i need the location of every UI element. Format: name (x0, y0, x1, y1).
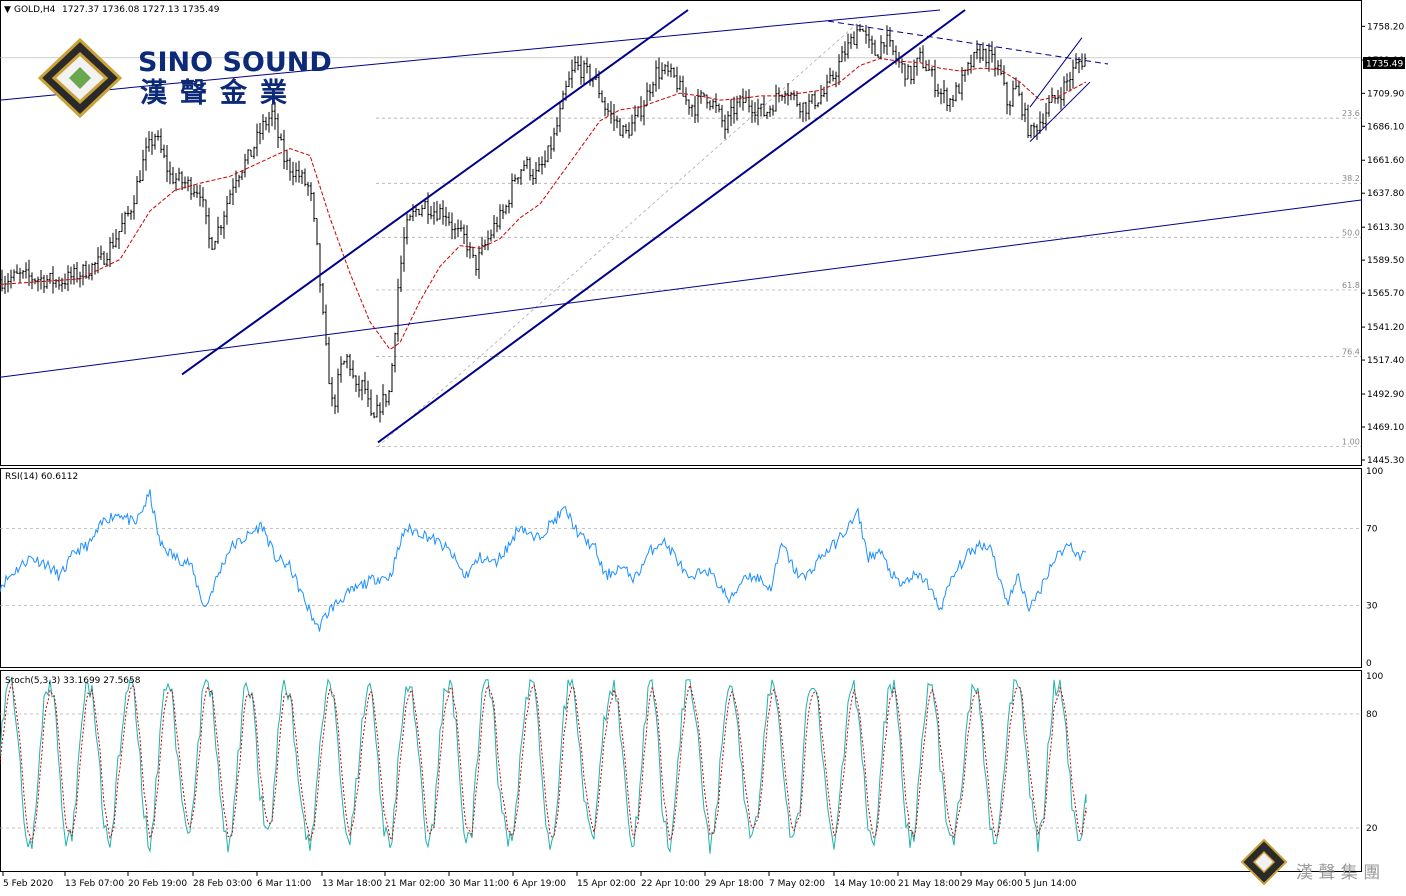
fib-level-label: 61.8 (1342, 281, 1360, 290)
fib-level-label: 23.6 (1342, 109, 1360, 118)
price-axis-label: 1758.20 (1367, 22, 1404, 32)
time-axis-label: 7 May 02:00 (769, 879, 825, 889)
logo-name-cn: 漢聲金業 (140, 77, 300, 109)
rsi-indicator: 100 70 30 0 (0, 467, 1383, 669)
stoch-axis-label: 100 (1366, 672, 1383, 682)
sino-sound-logo: SINO SOUND 漢聲金業 (37, 37, 332, 119)
price-axis-label: 1492.90 (1367, 390, 1404, 400)
trend-line-long-lower (0, 199, 1363, 378)
stoch-title: Stoch(5,3,3) 33.1699 27.5658 (5, 676, 141, 686)
price-axis-label: 1541.20 (1367, 323, 1404, 333)
current-price-label: 1735.49 (1366, 60, 1403, 70)
time-axis-label: 6 Apr 19:00 (513, 879, 566, 889)
trend-line-channel-lower (377, 9, 966, 444)
price-axis-label: 1565.70 (1367, 289, 1404, 299)
time-axis-label: 6 Mar 11:00 (257, 879, 312, 889)
price-axis-label: 1637.80 (1367, 189, 1404, 199)
price-axis-label: 1661.60 (1367, 156, 1404, 166)
stoch-axis-label: 80 (1366, 710, 1378, 720)
rsi-line (0, 489, 1087, 632)
time-axis-label: 13 Mar 18:00 (322, 879, 382, 889)
stoch-signal-line (0, 682, 1087, 843)
logo-name-en: SINO SOUND (138, 47, 332, 78)
time-axis-label: 14 May 10:00 (834, 879, 896, 889)
trend-line-long-upper (0, 9, 941, 101)
trend-line-wedge-upper (1029, 37, 1083, 108)
fib-level-label: 38.2 (1342, 174, 1360, 183)
rsi-title: RSI(14) 60.6112 (5, 472, 78, 482)
fib-level-label: 50.0 (1342, 228, 1360, 237)
ohlc-readout: 1727.37 1736.08 1727.13 1735.49 (62, 5, 220, 15)
fibonacci-levels: 23.6 38.2 50.0 61.8 76.4 1.00 (0, 20, 1361, 447)
price-axis-label: 1517.40 (1367, 356, 1404, 366)
stoch-axis-label: 20 (1366, 824, 1378, 834)
time-axis-label: 5 Jun 14:00 (1025, 879, 1077, 889)
time-axis-label: 29 Apr 18:00 (705, 879, 764, 889)
trend-line-wedge-lower (1029, 81, 1091, 143)
moving-average (0, 57, 1087, 351)
price-axis-label: 1686.10 (1367, 122, 1404, 132)
time-axis-label: 20 Feb 19:00 (128, 879, 187, 889)
stochastic-indicator: 100 80 20 (0, 672, 1383, 854)
time-axis-label: 30 Mar 11:00 (449, 879, 509, 889)
time-axis-label: 21 May 18:00 (898, 879, 960, 889)
bottom-logo-text: 漢 聲 集 團 (1296, 863, 1380, 883)
time-axis-label: 21 Mar 02:00 (385, 879, 445, 889)
bottom-logo-diamond-inner (1252, 850, 1276, 874)
trend-lines[interactable] (0, 9, 1363, 444)
price-axis-label: 1709.90 (1367, 89, 1404, 99)
price-axis-label: 1469.10 (1367, 423, 1404, 433)
time-axis-label: 5 Feb 2020 (3, 879, 54, 889)
fib-anchor-line (377, 20, 861, 447)
ma-line (0, 57, 1087, 351)
price-axis-label: 1613.30 (1367, 223, 1404, 233)
time-axis-label: 29 May 06:00 (961, 879, 1023, 889)
rsi-axis-label: 0 (1366, 659, 1372, 669)
price-axis-label: 1445.30 (1367, 456, 1404, 466)
rsi-pane-frame (0, 468, 1362, 668)
rsi-axis-label: 30 (1366, 601, 1378, 611)
rsi-axis-label: 70 (1366, 525, 1378, 535)
symbol-label: GOLD,H4 (14, 5, 56, 15)
bottom-logo: 漢 聲 集 團 (1240, 838, 1380, 886)
trend-line-channel-upper (181, 9, 689, 376)
collapse-arrow-icon[interactable]: ▼ (4, 5, 11, 15)
price-bars (0, 24, 1087, 423)
trend-line-resistance-dashed (827, 20, 1109, 65)
logo-diamond-inner (69, 67, 91, 89)
time-axis-label: 28 Feb 03:00 (193, 879, 252, 889)
stoch-pane-frame (0, 670, 1362, 872)
time-axis-label: 22 Apr 10:00 (641, 879, 700, 889)
time-axis-label: 15 Apr 02:00 (577, 879, 636, 889)
fib-level-label: 76.4 (1342, 347, 1360, 356)
price-axis-label: 1589.50 (1367, 256, 1404, 266)
axes: 1758.201733.901709.901686.101661.601637.… (2, 22, 1404, 889)
stoch-main-line (0, 677, 1087, 854)
current-price-tag: 1735.49 (1363, 57, 1405, 70)
current-price-box (1363, 57, 1405, 69)
rsi-axis-label: 100 (1366, 467, 1383, 477)
fib-level-label: 1.00 (1342, 438, 1360, 447)
time-axis-label: 13 Feb 07:00 (65, 879, 124, 889)
